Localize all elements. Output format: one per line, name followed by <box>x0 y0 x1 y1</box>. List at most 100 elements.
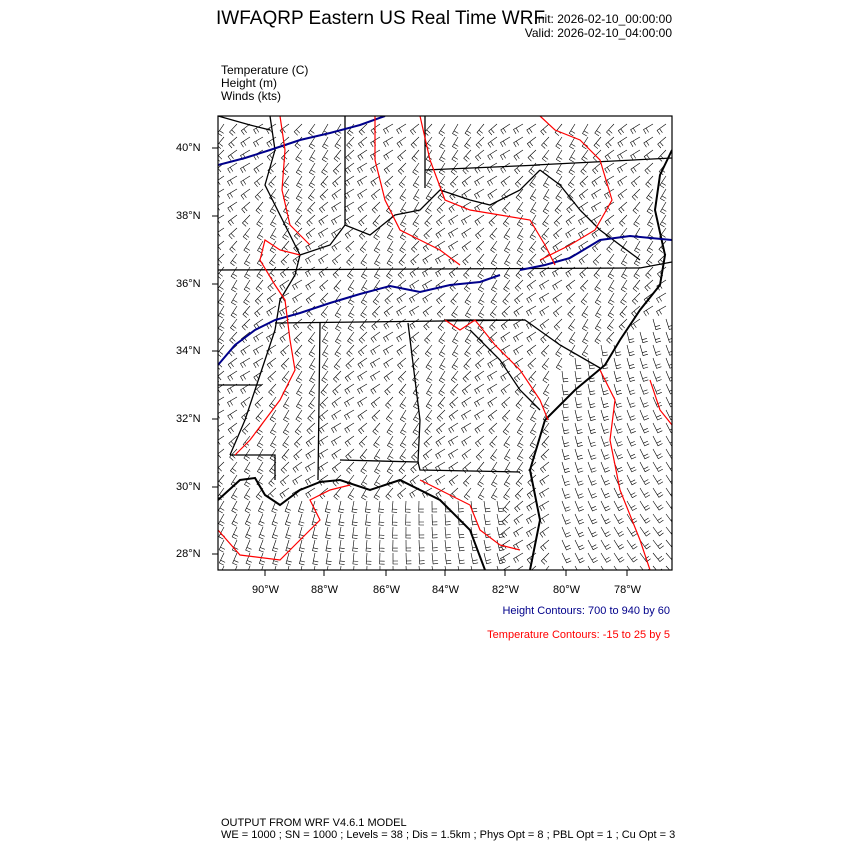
wind-barb <box>293 435 303 448</box>
wind-barb <box>397 487 407 499</box>
wind-barb <box>383 305 394 317</box>
wind-barb <box>626 357 635 369</box>
wind-barb <box>352 539 359 552</box>
wind-barb <box>295 357 303 371</box>
wind-barb <box>306 214 316 227</box>
wind-barb <box>373 448 381 462</box>
lat-tick-label: 38°N <box>176 210 201 222</box>
wind-barb <box>574 513 585 525</box>
wind-barb <box>331 461 342 473</box>
wind-barb <box>574 500 584 512</box>
wind-barb <box>280 357 290 370</box>
wind-barb <box>256 266 264 280</box>
wind-barb <box>528 253 537 266</box>
wind-barb <box>561 539 572 551</box>
wind-barb <box>621 266 628 280</box>
wind-barb <box>410 136 420 149</box>
wind-barb <box>228 136 238 149</box>
wind-barb <box>448 448 459 460</box>
wind-barb <box>617 175 628 187</box>
wind-barb <box>656 123 667 135</box>
wind-barb <box>345 357 355 370</box>
wind-barb <box>613 370 622 382</box>
wind-barb <box>608 279 615 293</box>
wind-barb <box>516 422 524 436</box>
wind-barb <box>321 331 329 345</box>
wind-barb <box>595 305 602 319</box>
wind-barb <box>526 344 537 356</box>
wind-barb <box>344 383 355 395</box>
wind-barb <box>365 526 372 539</box>
wind-barb <box>448 435 459 447</box>
wind-barb <box>399 409 407 423</box>
wind-barb <box>491 474 498 488</box>
wind-barb <box>500 526 511 538</box>
wind-barb <box>281 370 290 383</box>
wind-barb <box>554 201 563 214</box>
wind-barb <box>307 331 316 345</box>
wind-barb <box>639 331 648 343</box>
wind-barb <box>500 344 511 356</box>
wind-barb <box>600 396 609 408</box>
wind-barb <box>331 435 342 447</box>
variable-temperature: Temperature (C) <box>221 63 309 77</box>
wind-barb <box>657 136 667 149</box>
wind-barb <box>351 500 358 514</box>
wind-barb <box>396 331 407 343</box>
wind-barb <box>312 552 319 566</box>
wind-barb <box>514 383 524 396</box>
wind-barb <box>503 266 511 280</box>
wind-barb <box>218 149 225 162</box>
wind-barb <box>643 136 654 148</box>
wind-barb <box>444 552 452 565</box>
wind-barb <box>604 149 615 161</box>
wind-barb <box>539 500 550 511</box>
lat-tick-label: 40°N <box>176 142 201 154</box>
wind-barb <box>600 461 610 473</box>
wind-barb <box>227 162 238 174</box>
wind-barb <box>295 149 303 163</box>
wind-barb <box>409 305 420 317</box>
wind-barb <box>298 539 305 553</box>
wind-barb <box>378 500 385 513</box>
wind-barb <box>379 565 381 570</box>
wind-barb <box>568 162 576 176</box>
wind-barb <box>346 136 355 149</box>
wind-barb <box>461 435 472 447</box>
wind-barb <box>295 188 303 202</box>
wind-barb <box>267 162 277 175</box>
wind-barb <box>253 123 264 135</box>
wind-barb <box>613 383 622 395</box>
wind-barb <box>578 227 589 238</box>
wind-barb <box>461 240 472 252</box>
wind-barb <box>665 461 672 472</box>
wind-barb <box>539 487 550 499</box>
wind-barb <box>218 513 225 527</box>
wind-barb <box>405 526 411 539</box>
wind-barb <box>254 292 264 305</box>
wind-barb <box>527 149 537 162</box>
wind-barb <box>332 266 342 279</box>
wind-barb <box>514 279 524 292</box>
wind-barb <box>561 422 570 435</box>
wind-barb <box>344 396 355 408</box>
wind-barb <box>243 448 251 462</box>
lat-tick-label: 32°N <box>176 413 201 425</box>
wind-barb <box>475 448 485 461</box>
wind-barb <box>435 227 446 239</box>
wind-barb <box>613 526 625 537</box>
wind-barb <box>271 526 279 540</box>
wind-barb <box>487 370 498 382</box>
wind-barb <box>268 396 277 410</box>
wind-barb <box>218 123 225 137</box>
wind-barb <box>587 461 597 473</box>
wind-barb <box>333 279 342 292</box>
wind-barb <box>606 331 615 344</box>
wind-barb <box>593 136 602 149</box>
wind-barb <box>530 409 537 423</box>
wind-barb <box>324 500 331 514</box>
wind-barb <box>613 409 623 421</box>
wind-barb <box>284 500 291 514</box>
wind-barb <box>253 175 264 187</box>
wind-barb <box>232 539 239 553</box>
